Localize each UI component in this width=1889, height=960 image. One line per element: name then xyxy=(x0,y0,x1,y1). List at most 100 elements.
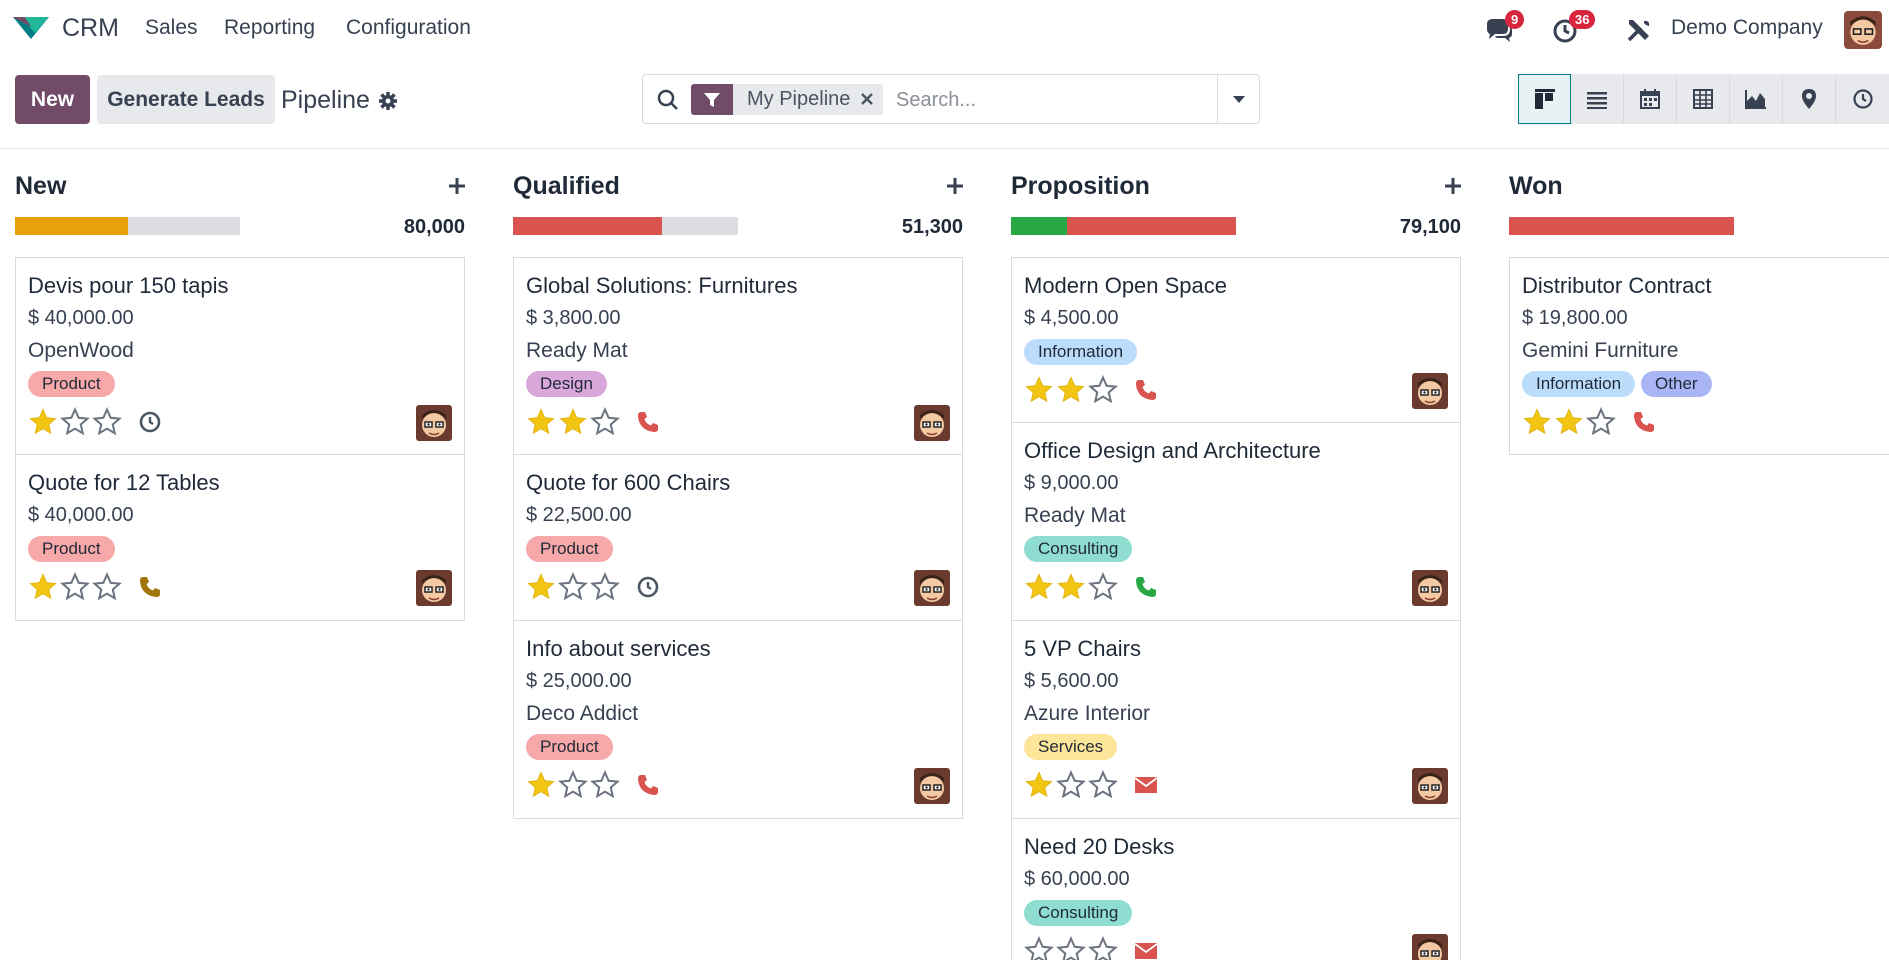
remove-facet-icon[interactable] xyxy=(859,91,875,107)
assignee-avatar[interactable] xyxy=(1412,934,1448,960)
star-filled-icon[interactable] xyxy=(1522,407,1552,442)
star-empty-icon[interactable] xyxy=(60,572,90,607)
star-filled-icon[interactable] xyxy=(526,572,556,607)
kanban-card[interactable]: Distributor Contract $ 19,800.00 Gemini Fu… xyxy=(1509,257,1889,455)
star-filled-icon[interactable] xyxy=(1056,375,1086,410)
phone-icon[interactable] xyxy=(1134,575,1158,599)
envelope-icon[interactable] xyxy=(1134,773,1158,797)
progress-segment[interactable] xyxy=(1509,217,1734,235)
clock-icon[interactable] xyxy=(138,410,162,434)
priority-stars[interactable] xyxy=(1522,407,1616,442)
kanban-card[interactable]: Devis pour 150 tapis $ 40,000.00 OpenWood P… xyxy=(15,257,465,455)
kanban-card[interactable]: Need 20 Desks $ 60,000.00 Consulting xyxy=(1011,819,1461,960)
column-progress-bar[interactable] xyxy=(1509,217,1734,235)
priority-stars[interactable] xyxy=(526,770,620,805)
star-empty-icon[interactable] xyxy=(558,572,588,607)
star-empty-icon[interactable] xyxy=(1088,936,1118,960)
menu-sales[interactable]: Sales xyxy=(145,16,198,39)
kanban-card[interactable]: Quote for 12 Tables $ 40,000.00 Product xyxy=(15,455,465,621)
kanban-card[interactable]: Office Design and Architecture $ 9,000.00… xyxy=(1011,423,1461,621)
assignee-avatar[interactable] xyxy=(914,570,950,606)
graph-view-button[interactable] xyxy=(1730,74,1784,124)
progress-segment[interactable] xyxy=(1011,217,1068,235)
kanban-card[interactable]: Quote for 600 Chairs $ 22,500.00 Product xyxy=(513,455,963,621)
progress-segment[interactable] xyxy=(1067,217,1236,235)
assignee-avatar[interactable] xyxy=(1412,373,1448,409)
menu-reporting[interactable]: Reporting xyxy=(224,16,316,39)
star-empty-icon[interactable] xyxy=(590,407,620,442)
star-empty-icon[interactable] xyxy=(590,572,620,607)
kanban-card[interactable]: Global Solutions: Furnitures $ 3,800.00 Re… xyxy=(513,257,963,455)
gear-icon[interactable] xyxy=(378,91,398,111)
column-title[interactable]: Qualified xyxy=(513,172,620,200)
column-title[interactable]: Won xyxy=(1509,172,1563,200)
phone-icon[interactable] xyxy=(1134,378,1158,402)
kanban-card[interactable]: Modern Open Space $ 4,500.00 Information xyxy=(1011,257,1461,423)
priority-stars[interactable] xyxy=(28,572,122,607)
kanban-view-button[interactable] xyxy=(1518,74,1572,124)
star-filled-icon[interactable] xyxy=(1024,572,1054,607)
assignee-avatar[interactable] xyxy=(416,405,452,441)
star-empty-icon[interactable] xyxy=(1088,770,1118,805)
activity-clock-icon[interactable] xyxy=(1552,16,1582,46)
user-avatar[interactable] xyxy=(1844,11,1882,49)
add-card-plus-icon[interactable] xyxy=(945,176,965,196)
add-card-plus-icon[interactable] xyxy=(1443,176,1463,196)
app-name[interactable]: CRM xyxy=(62,14,119,42)
list-view-button[interactable] xyxy=(1571,74,1625,124)
phone-icon[interactable] xyxy=(1632,410,1656,434)
search-icon[interactable] xyxy=(657,89,679,111)
star-empty-icon[interactable] xyxy=(92,572,122,607)
menu-configuration[interactable]: Configuration xyxy=(346,16,471,39)
star-filled-icon[interactable] xyxy=(28,407,58,442)
column-title[interactable]: Proposition xyxy=(1011,172,1150,200)
column-progress-bar[interactable] xyxy=(513,217,738,235)
add-card-plus-icon[interactable] xyxy=(447,176,467,196)
search-input[interactable] xyxy=(896,85,1196,115)
phone-icon[interactable] xyxy=(138,575,162,599)
assignee-avatar[interactable] xyxy=(914,768,950,804)
column-progress-bar[interactable] xyxy=(15,217,240,235)
star-empty-icon[interactable] xyxy=(1024,936,1054,960)
star-empty-icon[interactable] xyxy=(1056,770,1086,805)
star-empty-icon[interactable] xyxy=(1586,407,1616,442)
column-progress-bar[interactable] xyxy=(1011,217,1236,235)
progress-segment[interactable] xyxy=(513,217,662,235)
crm-logo-icon[interactable] xyxy=(11,13,51,43)
kanban-card[interactable]: 5 VP Chairs $ 5,600.00 Azure Interior Servi… xyxy=(1011,621,1461,819)
star-filled-icon[interactable] xyxy=(1056,572,1086,607)
clock-icon[interactable] xyxy=(636,575,660,599)
search-options-toggle[interactable] xyxy=(1217,75,1260,123)
progress-segment[interactable] xyxy=(15,217,128,235)
tools-icon[interactable] xyxy=(1624,15,1654,45)
company-switcher[interactable]: Demo Company xyxy=(1671,16,1823,39)
priority-stars[interactable] xyxy=(526,407,620,442)
priority-stars[interactable] xyxy=(526,572,620,607)
kanban-card[interactable]: Info about services $ 25,000.00 Deco Addic… xyxy=(513,621,963,819)
priority-stars[interactable] xyxy=(1024,572,1118,607)
star-filled-icon[interactable] xyxy=(1554,407,1584,442)
star-filled-icon[interactable] xyxy=(526,770,556,805)
star-empty-icon[interactable] xyxy=(60,407,90,442)
assignee-avatar[interactable] xyxy=(914,405,950,441)
envelope-icon[interactable] xyxy=(1134,939,1158,960)
assignee-avatar[interactable] xyxy=(1412,570,1448,606)
star-filled-icon[interactable] xyxy=(28,572,58,607)
pivot-view-button[interactable] xyxy=(1677,74,1731,124)
star-empty-icon[interactable] xyxy=(590,770,620,805)
generate-leads-button[interactable]: Generate Leads xyxy=(97,75,275,124)
calendar-view-button[interactable] xyxy=(1624,74,1678,124)
star-filled-icon[interactable] xyxy=(526,407,556,442)
priority-stars[interactable] xyxy=(1024,936,1118,960)
phone-icon[interactable] xyxy=(636,410,660,434)
star-empty-icon[interactable] xyxy=(92,407,122,442)
star-empty-icon[interactable] xyxy=(1088,572,1118,607)
star-empty-icon[interactable] xyxy=(558,770,588,805)
priority-stars[interactable] xyxy=(1024,375,1118,410)
column-title[interactable]: New xyxy=(15,172,67,200)
assignee-avatar[interactable] xyxy=(416,570,452,606)
star-filled-icon[interactable] xyxy=(1024,375,1054,410)
star-filled-icon[interactable] xyxy=(558,407,588,442)
star-filled-icon[interactable] xyxy=(1024,770,1054,805)
new-button[interactable]: New xyxy=(15,75,90,124)
